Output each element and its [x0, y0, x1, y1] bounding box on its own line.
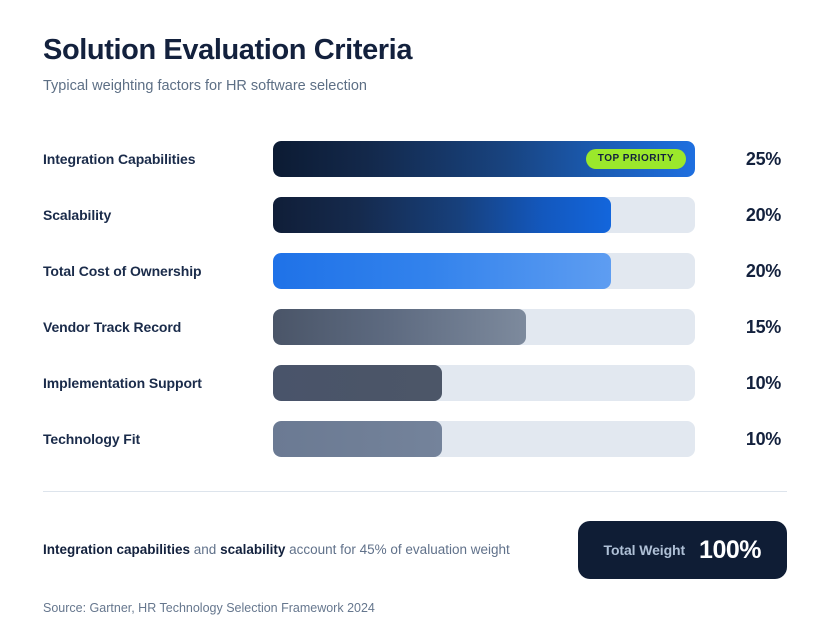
- chart-row: Vendor Track Record 15%: [43, 299, 787, 355]
- summary-bold-integration: Integration capabilities: [43, 542, 191, 558]
- summary-tail: account for 45% of evaluation weight: [285, 542, 510, 558]
- page-title: Solution Evaluation Criteria: [43, 34, 413, 66]
- bar-fill: [273, 365, 442, 402]
- bar-value: 25%: [745, 148, 781, 169]
- bar-track: [273, 253, 695, 290]
- summary-section: Integration capabilities and scalability…: [43, 521, 787, 580]
- chart-row: Integration Capabilities TOP PRIORITY 25…: [43, 131, 787, 187]
- chart-row: Scalability 20%: [43, 187, 787, 243]
- bar-label: Technology Fit: [43, 431, 141, 448]
- bar-fill: [273, 253, 611, 290]
- summary-text: Integration capabilities and scalability…: [43, 541, 510, 559]
- bar-track: [273, 421, 695, 458]
- bar-label: Total Cost of Ownership: [43, 263, 202, 280]
- top-priority-badge: TOP PRIORITY: [585, 149, 686, 170]
- bar-track: TOP PRIORITY: [273, 141, 695, 178]
- bar-label: Implementation Support: [43, 375, 202, 392]
- bar-chart: Integration Capabilities TOP PRIORITY 25…: [43, 131, 787, 467]
- bar-label: Scalability: [43, 207, 112, 224]
- bar-track: [273, 365, 695, 402]
- source-note: Source: Gartner, HR Technology Selection…: [43, 601, 375, 615]
- bar-label: Integration Capabilities: [43, 151, 196, 168]
- bar-value: 15%: [745, 316, 781, 337]
- total-weight-label: Total Weight: [603, 542, 686, 559]
- bar-label: Vendor Track Record: [43, 319, 182, 336]
- bar-track: [273, 197, 695, 234]
- total-weight-badge: Total Weight 100%: [577, 521, 787, 580]
- bar-value: 10%: [745, 372, 781, 393]
- chart-row: Total Cost of Ownership 20%: [43, 243, 787, 299]
- bar-track: [273, 309, 695, 346]
- total-weight-value: 100%: [699, 535, 761, 564]
- bar-value: 20%: [745, 204, 781, 225]
- section-divider: [43, 491, 787, 493]
- page-subtitle: Typical weighting factors for HR softwar…: [43, 78, 367, 95]
- chart-row: Implementation Support 10%: [43, 355, 787, 411]
- bar-value: 20%: [745, 260, 781, 281]
- summary-conjunction: and: [190, 542, 221, 558]
- bar-value: 10%: [745, 428, 781, 449]
- bar-fill: [273, 309, 527, 346]
- header: Solution Evaluation Criteria Typical wei…: [43, 0, 787, 96]
- chart-row: Technology Fit 10%: [43, 411, 787, 467]
- bar-fill: [273, 197, 611, 234]
- summary-bold-scalability: scalability: [220, 542, 286, 558]
- bar-fill: [273, 421, 442, 458]
